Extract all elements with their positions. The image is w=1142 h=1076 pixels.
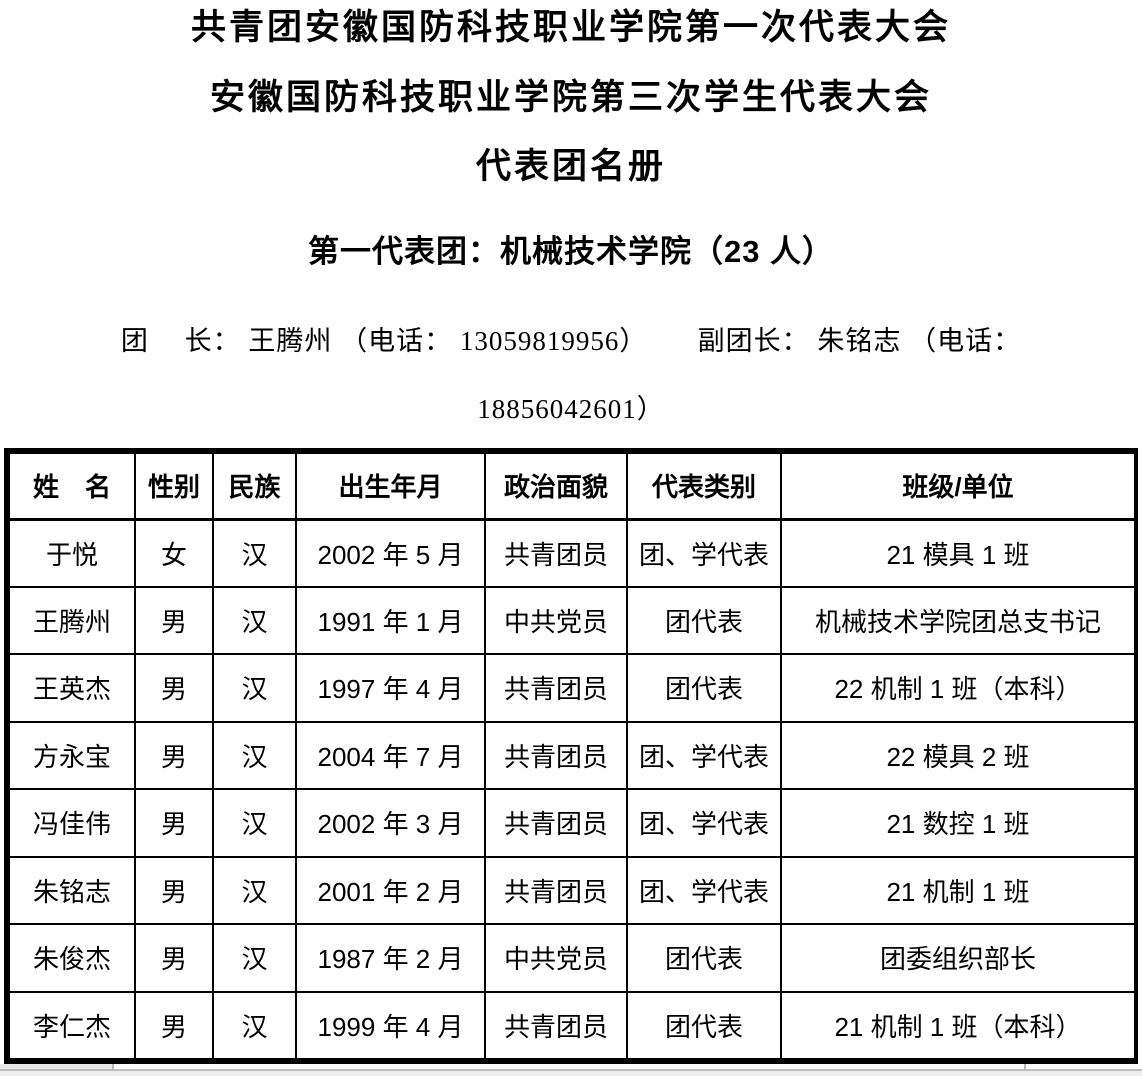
- table-cell: 男: [134, 855, 214, 925]
- table-cell: 22 模具 2 班: [780, 720, 1136, 790]
- table-cell: 共青团员: [484, 990, 628, 1060]
- table-cell: 1991 年 1 月: [295, 585, 486, 655]
- table-cell: 1987 年 2 月: [295, 923, 486, 993]
- table-row: 李仁杰男汉 1999 年 4 月共青团员 团代表 21 机制 1 班（本科）: [8, 990, 1136, 1060]
- table-cell: 汉: [212, 855, 297, 925]
- table-cell: 朱铭志: [8, 855, 136, 925]
- table-cell: 男: [134, 585, 214, 655]
- table-cell: 21 机制 1 班（本科）: [780, 990, 1136, 1060]
- table-cell: 团、学代表: [626, 788, 782, 858]
- roster-table-head: 姓 名性别 民族 出生年月 政治面貌 代表类别 班级/单位: [8, 452, 1136, 521]
- table-cell: 机械技术学院团总支书记: [780, 585, 1136, 655]
- table-cell: 男: [134, 990, 214, 1060]
- table-row: 朱俊杰男汉 1987 年 2 月中共党员 团代表 团委组织部长: [8, 923, 1136, 993]
- table-cell: 21 模具 1 班: [780, 518, 1136, 588]
- roster-header-cell: 政治面貌: [484, 452, 628, 521]
- table-cell: 男: [134, 653, 214, 723]
- table-cell: 团代表: [626, 990, 782, 1060]
- table-cell: 21 机制 1 班: [780, 855, 1136, 925]
- table-cell: 2002 年 5 月: [295, 518, 486, 588]
- table-cell: 汉: [212, 518, 297, 588]
- leaders-contact-line-2: 18856042601）: [477, 394, 665, 424]
- table-cell: 王腾州: [8, 585, 136, 655]
- roster-header-row: 姓 名性别 民族 出生年月 政治面貌 代表类别 班级/单位: [8, 452, 1136, 521]
- table-cell: 男: [134, 788, 214, 858]
- table-cell: 王英杰: [8, 653, 136, 723]
- text-boundary-tick-right: [1024, 1064, 1026, 1071]
- table-cell: 男: [134, 720, 214, 790]
- table-cell: 2002 年 3 月: [295, 788, 486, 858]
- table-cell: 于悦: [8, 518, 136, 588]
- table-cell: 共青团员: [484, 518, 628, 588]
- table-cell: 1999 年 4 月: [295, 990, 486, 1060]
- table-cell: 汉: [212, 653, 297, 723]
- table-cell: 团、学代表: [626, 720, 782, 790]
- table-cell: 方永宝: [8, 720, 136, 790]
- document-title-line-3: 代表团名册: [475, 147, 666, 186]
- table-row: 朱铭志男汉 2001 年 2 月共青团员 团、学代表 21 机制 1 班: [8, 855, 1136, 925]
- table-cell: 汉: [212, 720, 297, 790]
- table-cell: 中共党员: [484, 585, 628, 655]
- roster-header-cell: 性别: [134, 452, 214, 521]
- table-cell: 团、学代表: [626, 518, 782, 588]
- outside-page-background: [0, 1071, 1142, 1076]
- table-cell: 中共党员: [484, 923, 628, 993]
- table-cell: 团代表: [626, 585, 782, 655]
- table-cell: 22 机制 1 班（本科）: [780, 653, 1136, 723]
- table-row: 于悦女汉 2002 年 5 月共青团员 团、学代表 21 模具 1 班: [8, 518, 1136, 588]
- table-cell: 共青团员: [484, 720, 628, 790]
- table-cell: 共青团员: [484, 855, 628, 925]
- table-row: 方永宝男汉 2004 年 7 月共青团员 团、学代表 22 模具 2 班: [8, 720, 1136, 790]
- page-boundary-line: [0, 1069, 1142, 1071]
- table-cell: 共青团员: [484, 653, 628, 723]
- document-title-line-1: 共青团安徽国防科技职业学院第一次代表大会: [190, 8, 951, 47]
- table-cell: 2004 年 7 月: [295, 720, 486, 790]
- roster-header-cell: 出生年月: [295, 452, 486, 521]
- text-boundary-tick-left: [112, 1064, 114, 1071]
- table-cell: 汉: [212, 585, 297, 655]
- table-cell: 团代表: [626, 653, 782, 723]
- table-cell: 汉: [212, 990, 297, 1060]
- table-cell: 李仁杰: [8, 990, 136, 1060]
- outside-page-corner: [0, 1064, 112, 1071]
- delegation-heading: 第一代表团：机械技术学院（23 人）: [307, 234, 835, 269]
- table-cell: 汉: [212, 923, 297, 993]
- roster-header-cell: 代表类别: [626, 452, 782, 521]
- table-cell: 1997 年 4 月: [295, 653, 486, 723]
- table-cell: 冯佳伟: [8, 788, 136, 858]
- page-bottom-margin: [0, 1064, 1142, 1076]
- document-title-line-2: 安徽国防科技职业学院第三次学生代表大会: [209, 78, 932, 117]
- roster-header-cell: 班级/单位: [780, 452, 1136, 521]
- roster-header-cell: 姓 名: [8, 452, 136, 521]
- table-row: 王英杰男汉 1997 年 4 月共青团员 团代表 22 机制 1 班（本科）: [8, 653, 1136, 723]
- roster-header-cell: 民族: [212, 452, 297, 521]
- table-cell: 团、学代表: [626, 855, 782, 925]
- leaders-contact-line-1: 团 长： 王腾州 （电话： 13059819956） 副团长： 朱铭志 （电话：: [120, 326, 1022, 356]
- table-cell: 团委组织部长: [780, 923, 1136, 993]
- table-cell: 2001 年 2 月: [295, 855, 486, 925]
- table-cell: 团代表: [626, 923, 782, 993]
- table-row: 冯佳伟男汉 2002 年 3 月共青团员 团、学代表 21 数控 1 班: [8, 788, 1136, 858]
- table-cell: 汉: [212, 788, 297, 858]
- table-cell: 21 数控 1 班: [780, 788, 1136, 858]
- table-cell: 共青团员: [484, 788, 628, 858]
- roster-table: 姓 名性别 民族 出生年月 政治面貌 代表类别 班级/单位 于悦女汉 2002 年 5 月共…: [4, 448, 1138, 1064]
- table-row: 王腾州男汉 1991 年 1 月中共党员 团代表 机械技术学院团总支书记: [8, 585, 1136, 655]
- table-cell: 男: [134, 923, 214, 993]
- table-cell: 女: [134, 518, 214, 588]
- table-cell: 朱俊杰: [8, 923, 136, 993]
- roster-table-body: 于悦女汉 2002 年 5 月共青团员 团、学代表 21 模具 1 班王腾州男汉 199…: [8, 518, 1136, 1060]
